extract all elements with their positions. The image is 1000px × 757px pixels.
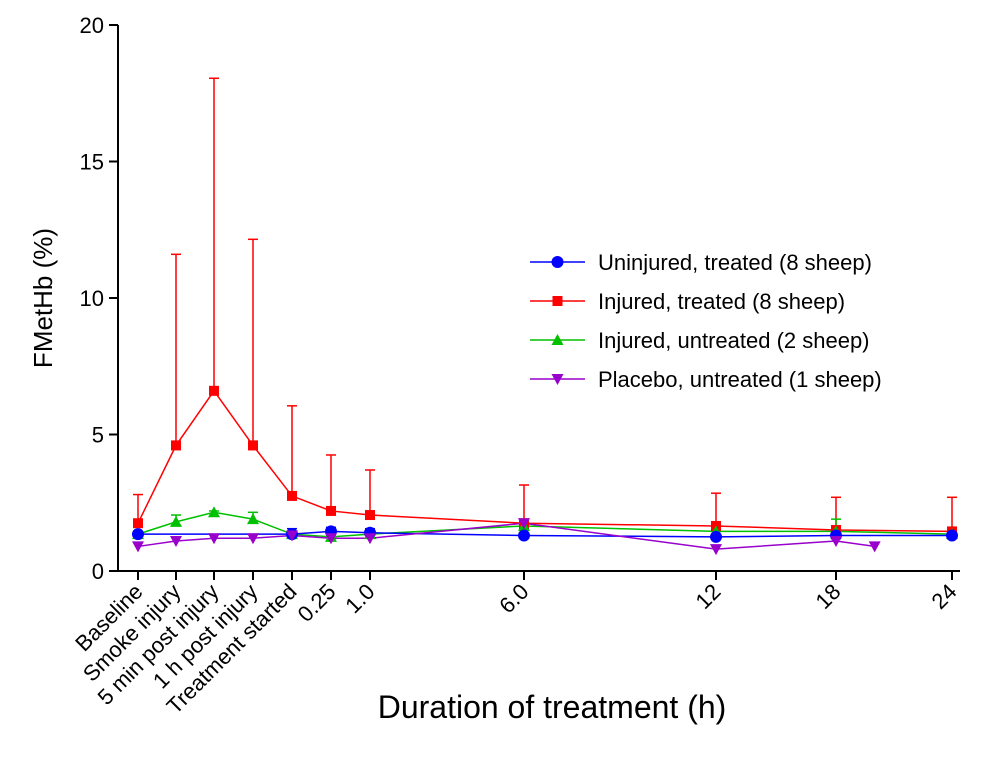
y-tick-label: 10 — [80, 286, 104, 311]
y-tick-label: 15 — [80, 150, 104, 175]
data-point — [325, 533, 337, 545]
y-tick-label: 0 — [92, 559, 104, 584]
error-bars — [133, 77, 957, 537]
y-tick-label: 20 — [80, 13, 104, 38]
data-point — [132, 541, 144, 553]
legend-label: Uninjured, treated (8 sheep) — [598, 250, 872, 275]
legend-swatch-marker — [552, 296, 563, 306]
legend-swatch-marker — [551, 374, 564, 385]
legend-label: Injured, treated (8 sheep) — [598, 289, 845, 314]
data-point — [710, 544, 722, 556]
legend: Uninjured, treated (8 sheep) Injured, tre… — [530, 250, 882, 392]
data-point — [365, 510, 375, 521]
data-point — [247, 533, 259, 545]
legend-swatch-marker — [551, 256, 564, 268]
x-tick-label: 1.0 — [340, 579, 379, 618]
data-point — [208, 533, 220, 545]
series-line — [137, 511, 953, 538]
x-tick-label: 18 — [811, 579, 846, 614]
legend-label: Placebo, untreated (1 sheep) — [598, 367, 882, 392]
x-tick-label: 12 — [691, 579, 726, 614]
x-tick-label: 6.0 — [494, 579, 533, 618]
data-point — [247, 513, 259, 525]
data-point — [326, 505, 336, 516]
data-point — [170, 535, 182, 547]
data-point — [209, 385, 219, 396]
x-tick-label: 0.25 — [293, 579, 341, 627]
series-markers — [132, 385, 958, 556]
data-point — [518, 518, 530, 530]
series-line — [137, 389, 953, 533]
data-point — [286, 530, 298, 542]
data-point — [710, 530, 722, 543]
y-tick-label: 5 — [92, 423, 104, 448]
data-point — [171, 440, 181, 451]
data-point — [133, 518, 143, 529]
x-tick-label: 24 — [927, 579, 962, 614]
series-lines — [137, 389, 953, 550]
series-line — [138, 530, 952, 538]
data-point — [830, 535, 842, 547]
x-axis-title: Duration of treatment (h) — [378, 689, 727, 725]
data-point — [946, 529, 958, 542]
data-point — [132, 528, 144, 541]
data-point — [287, 490, 297, 501]
legend-label: Injured, untreated (2 sheep) — [598, 328, 870, 353]
data-point — [208, 506, 220, 518]
data-point — [868, 541, 881, 553]
data-point — [518, 529, 530, 542]
y-axis-title: FMetHb (%) — [28, 228, 58, 368]
data-point — [248, 440, 258, 451]
data-point — [364, 533, 376, 545]
data-point — [170, 515, 182, 527]
legend-swatch-marker — [551, 334, 564, 345]
